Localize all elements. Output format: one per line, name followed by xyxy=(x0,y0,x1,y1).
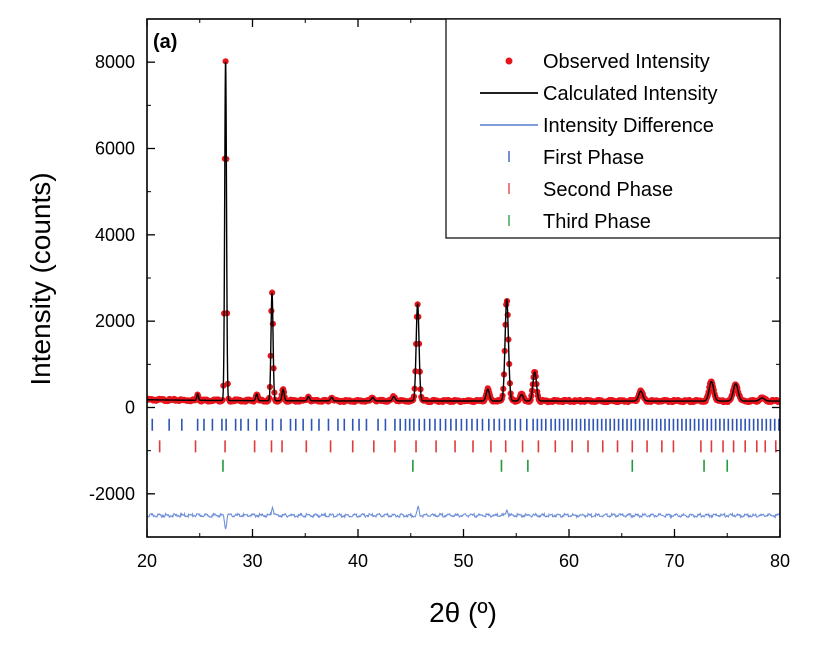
legend-entry-observed-intensity: Observed Intensity xyxy=(505,51,710,73)
y-tick-label: 0 xyxy=(125,398,135,418)
intensity-difference-line xyxy=(147,505,780,530)
x-tick-label: 20 xyxy=(137,551,157,571)
phase-ticks-second-phase xyxy=(158,440,777,453)
legend-entry-second-phase: Second Phase xyxy=(508,179,673,201)
legend-symbol-dot xyxy=(505,57,513,65)
legend: Observed Intensity Calculated Intensity In… xyxy=(445,18,781,239)
data-layer xyxy=(147,58,780,530)
legend-entry-intensity-difference: Intensity Difference xyxy=(480,115,714,137)
legend-entries: Observed Intensity Calculated Intensity In… xyxy=(480,51,718,233)
legend-label: Third Phase xyxy=(543,211,651,233)
y-tick-label: 2000 xyxy=(95,311,135,331)
x-tick-label: 30 xyxy=(242,551,262,571)
y-tick-label: 4000 xyxy=(95,225,135,245)
y-tick-label: 8000 xyxy=(95,52,135,72)
legend-label: First Phase xyxy=(543,147,644,169)
x-tick-label: 40 xyxy=(348,551,368,571)
legend-label: Second Phase xyxy=(543,179,673,201)
legend-box xyxy=(445,18,781,239)
phase-ticks-third-phase xyxy=(222,459,729,472)
y-axis-title: Intensity (counts) xyxy=(25,172,56,385)
x-tick-label: 80 xyxy=(770,551,790,571)
x-axis-title: 2θ (º) xyxy=(429,597,497,628)
legend-entry-first-phase: First Phase xyxy=(508,147,644,169)
panel-label: (a) xyxy=(153,31,177,53)
observed-point xyxy=(222,58,229,65)
axis-ticks: 20 30 40 50 60 70 80 -2000 0 2000 4000 6000 8000 xyxy=(89,19,790,571)
legend-entry-calculated-intensity: Calculated Intensity xyxy=(480,83,718,105)
x-tick-label: 60 xyxy=(559,551,579,571)
y-tick-label: 6000 xyxy=(95,139,135,159)
phase-ticks-first-phase xyxy=(151,418,780,431)
legend-label: Observed Intensity xyxy=(543,51,710,73)
x-tick-label: 70 xyxy=(664,551,684,571)
x-tick-label: 50 xyxy=(453,551,473,571)
legend-label: Intensity Difference xyxy=(543,115,714,137)
legend-label: Calculated Intensity xyxy=(543,83,718,105)
calculated-intensity-line xyxy=(147,61,780,402)
y-tick-label: -2000 xyxy=(89,484,135,504)
legend-entry-third-phase: Third Phase xyxy=(508,211,651,233)
